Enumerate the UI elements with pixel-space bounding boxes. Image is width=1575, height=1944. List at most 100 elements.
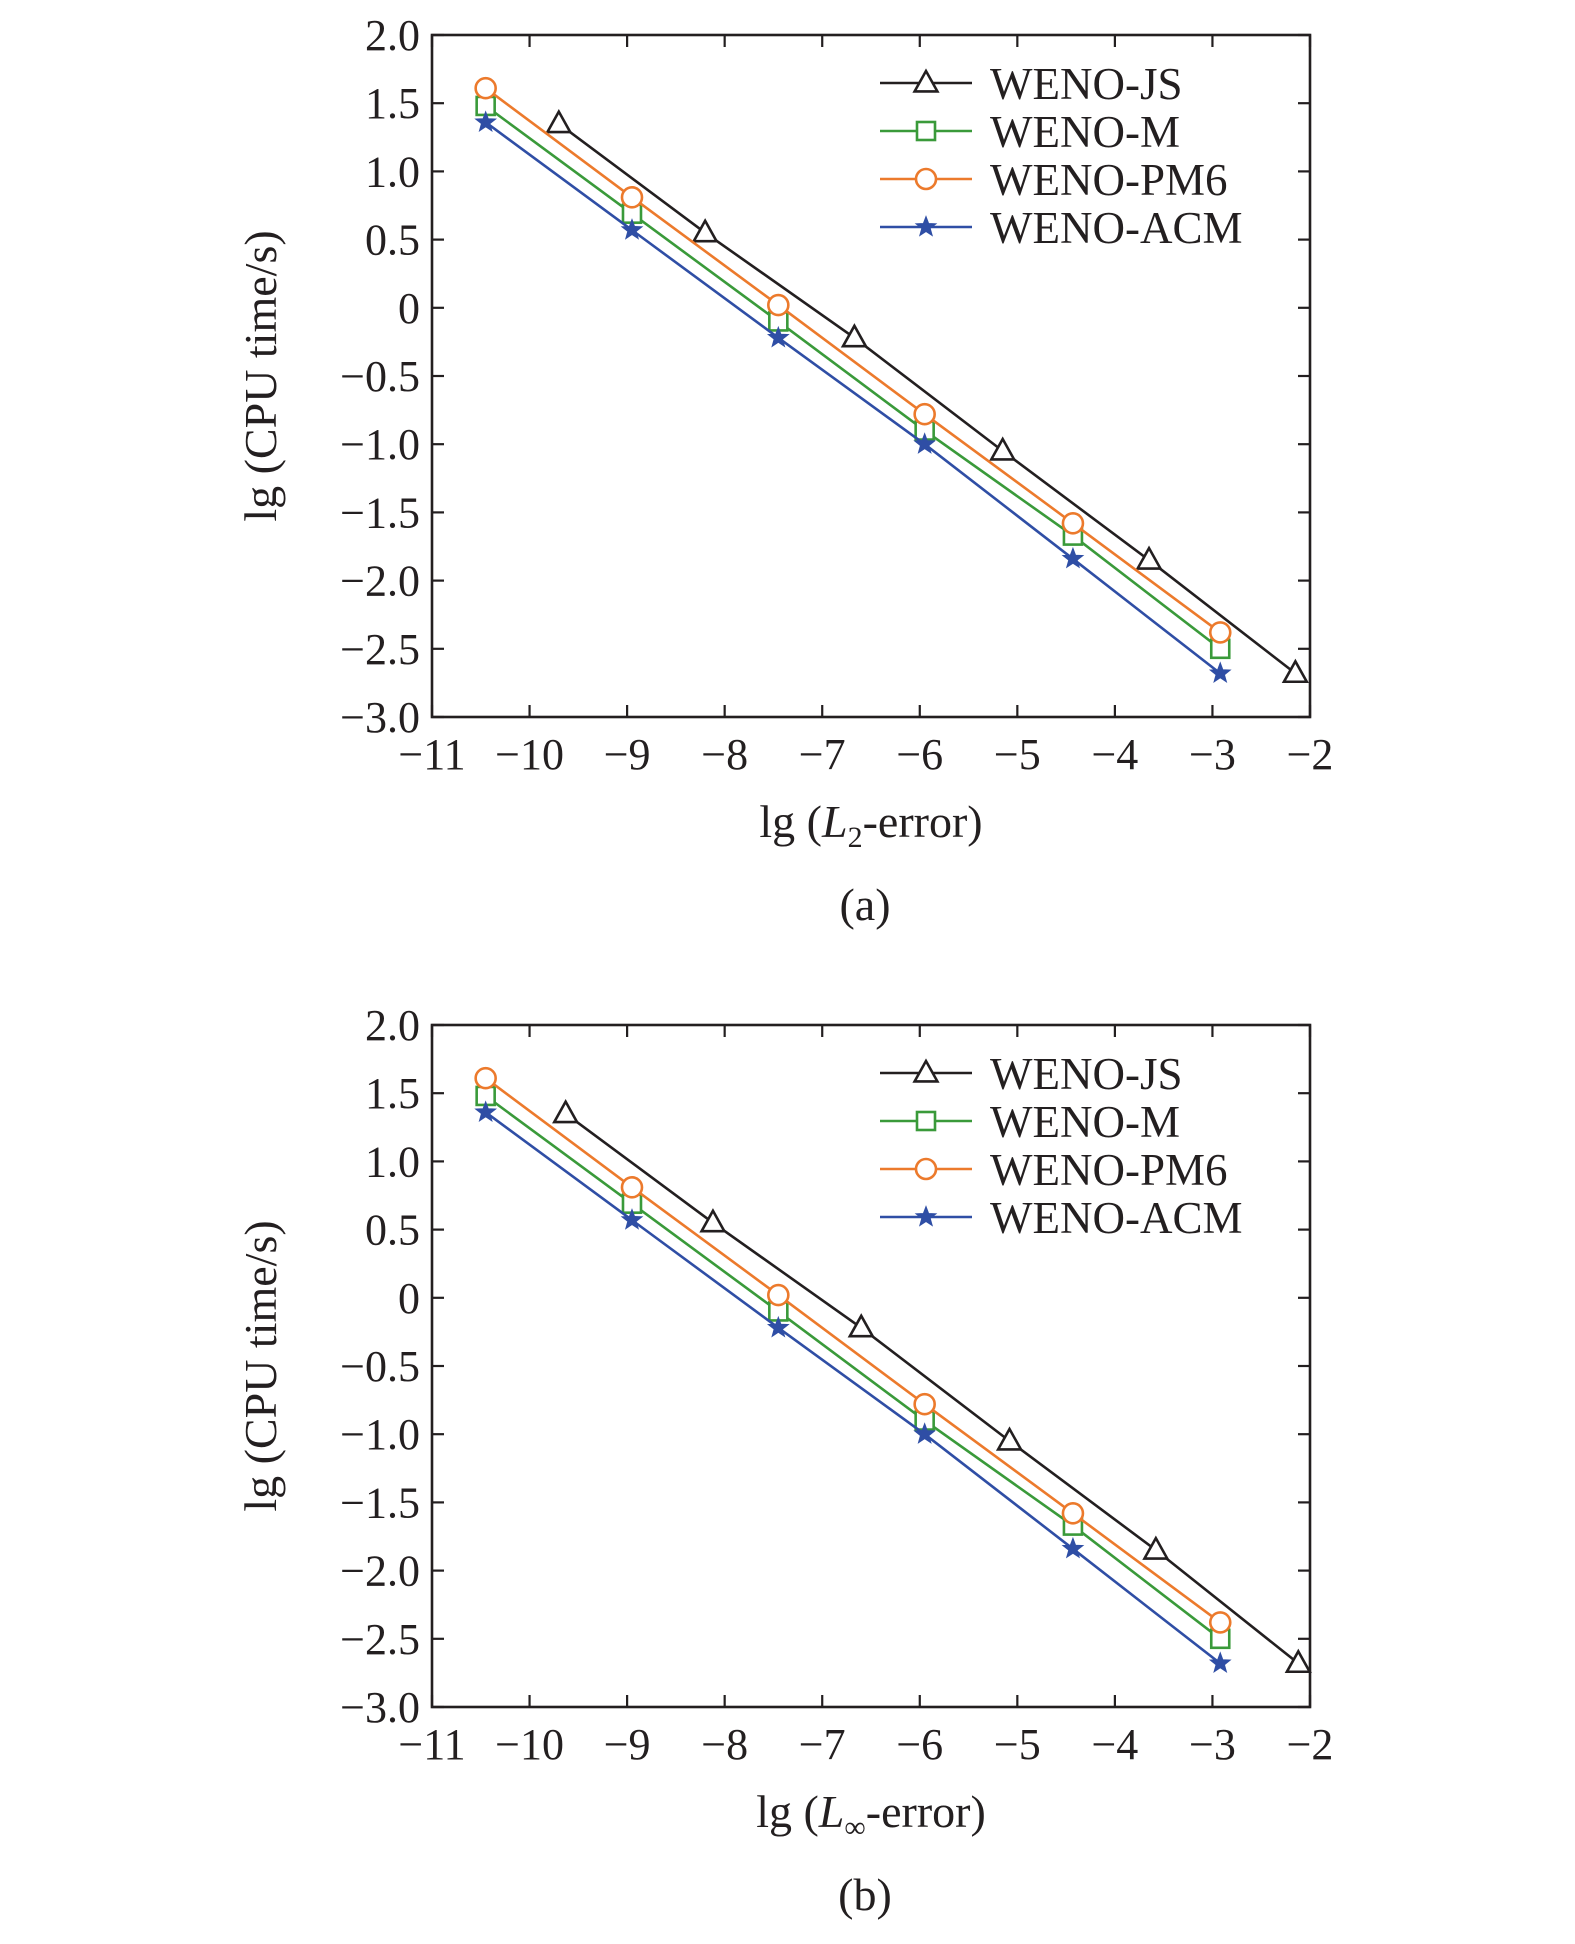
x-tick-label: −5 <box>994 1720 1041 1769</box>
y-tick-label: 1.0 <box>365 147 420 196</box>
series-line <box>564 1112 1300 1665</box>
x-axis-title-var: L <box>818 1786 845 1837</box>
data-point <box>552 1098 580 1124</box>
y-tick-label: −2.5 <box>340 1615 420 1664</box>
legend-label: WENO-JS <box>990 1049 1182 1099</box>
legend-marker <box>914 1205 938 1227</box>
data-point <box>1061 1502 1085 1525</box>
y-tick-label: 2.0 <box>365 11 420 60</box>
y-tick-label: 0.5 <box>365 216 420 265</box>
legend-label: WENO-M <box>990 107 1180 157</box>
data-point <box>995 1426 1024 1451</box>
data-point <box>913 1392 936 1416</box>
data-point <box>913 402 936 426</box>
legend-label: WENO-PM6 <box>990 155 1227 205</box>
data-point <box>1142 1535 1170 1560</box>
y-tick-label: 0 <box>398 284 420 333</box>
y-tick-label: −1.0 <box>340 420 420 469</box>
y-tick-label: 0 <box>398 1274 420 1323</box>
series-weno-pm6 <box>474 76 1232 644</box>
series-weno-js <box>552 1098 1312 1674</box>
x-tick-label: −5 <box>994 730 1041 779</box>
data-point <box>1135 545 1163 570</box>
data-point <box>1208 1651 1232 1674</box>
x-axis-title-suffix: -error) <box>866 1786 986 1837</box>
x-tick-label: −3 <box>1189 730 1236 779</box>
x-axis-title-suffix: -error) <box>863 796 983 847</box>
y-tick-label: 2.0 <box>365 1001 420 1050</box>
data-point <box>545 108 573 134</box>
data-point <box>620 1176 644 1199</box>
data-point <box>847 1313 875 1338</box>
data-point <box>474 110 498 132</box>
data-point <box>699 1208 727 1233</box>
y-tick-label: 1.0 <box>365 1137 420 1186</box>
data-point <box>1061 546 1085 569</box>
y-tick-label: −2.5 <box>340 625 420 674</box>
series-line <box>484 1111 1221 1665</box>
data-point <box>1061 1536 1085 1559</box>
x-axis-title-sub: 2 <box>848 821 863 854</box>
x-tick-label: −7 <box>799 730 846 779</box>
data-point <box>620 218 644 240</box>
series-weno-m <box>475 1085 1231 1650</box>
x-tick-label: −8 <box>701 730 748 779</box>
series-line <box>484 104 1221 650</box>
y-tick-label: −0.5 <box>340 352 420 401</box>
x-tick-label: −2 <box>1287 730 1334 779</box>
legend-marker <box>914 1157 938 1181</box>
data-point <box>691 218 719 243</box>
data-point <box>1284 1648 1312 1674</box>
series-line <box>484 87 1221 634</box>
series-weno-js <box>545 108 1309 684</box>
x-tick-label: −9 <box>604 730 651 779</box>
x-tick-label: −10 <box>495 730 564 779</box>
series-weno-acm <box>474 110 1232 684</box>
series-weno-pm6 <box>474 1066 1232 1634</box>
data-point <box>766 1315 790 1338</box>
data-point <box>989 436 1017 461</box>
series-weno-m <box>475 95 1231 660</box>
series-line <box>484 1094 1221 1640</box>
y-tick-label: −0.5 <box>340 1342 420 1391</box>
y-axis-title: lg (CPU time/s) <box>235 1220 286 1511</box>
legend-marker <box>912 1058 940 1083</box>
data-point <box>840 323 869 348</box>
data-point <box>1208 1611 1232 1634</box>
legend-marker <box>912 68 940 93</box>
y-tick-label: −1.0 <box>340 1410 420 1459</box>
legend-marker <box>915 120 937 142</box>
y-tick-label: −2.0 <box>340 557 420 606</box>
panel-caption: (a) <box>839 879 890 930</box>
x-tick-label: −11 <box>398 730 465 779</box>
data-point <box>766 325 790 348</box>
y-tick-label: 1.5 <box>365 1069 420 1118</box>
legend-marker <box>914 215 938 237</box>
x-tick-label: −4 <box>1091 730 1138 779</box>
data-point <box>1208 621 1232 644</box>
legend-marker <box>914 167 938 191</box>
y-axis-title: lg (CPU time/s) <box>235 230 286 521</box>
data-point <box>474 1100 498 1122</box>
series-line <box>484 1077 1221 1624</box>
data-point <box>620 1208 644 1230</box>
y-tick-label: 0.5 <box>365 1206 420 1255</box>
x-tick-label: −7 <box>799 1720 846 1769</box>
y-tick-label: −1.5 <box>340 1478 420 1527</box>
legend-label: WENO-M <box>990 1097 1180 1147</box>
x-tick-label: −9 <box>604 1720 651 1769</box>
data-point <box>913 1422 937 1444</box>
x-axis-title: lg (L2-error) <box>759 796 982 854</box>
series-weno-acm <box>474 1100 1232 1674</box>
x-tick-label: −3 <box>1189 1720 1236 1769</box>
y-tick-label: −2.0 <box>340 1547 420 1596</box>
data-point <box>767 293 790 317</box>
x-tick-label: −6 <box>896 730 943 779</box>
data-point <box>1061 512 1085 535</box>
legend-label: WENO-ACM <box>990 203 1242 253</box>
legend-label: WENO-PM6 <box>990 1145 1227 1195</box>
x-axis-title: lg (L∞-error) <box>756 1786 986 1844</box>
